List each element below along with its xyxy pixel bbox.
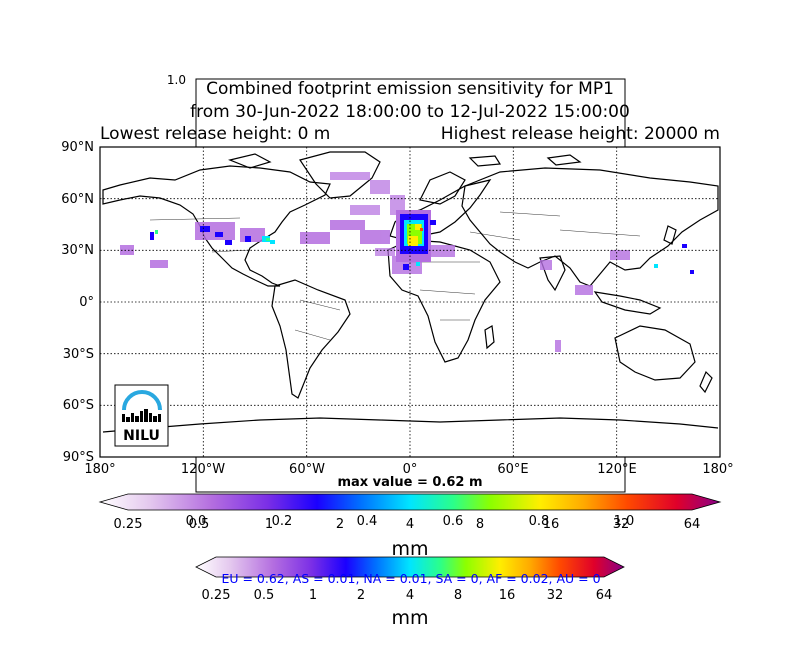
colorbar-tick: 8 [454, 588, 462, 603]
lat-label: 60°S [63, 398, 94, 413]
title-line-1: Combined footprint emission sensitivity … [206, 79, 614, 99]
second-colorbar-unit: mm [391, 607, 428, 629]
sensitivity-field [120, 172, 694, 352]
logo-skyline-icon [122, 409, 161, 422]
frac-tick: 0.4 [357, 514, 378, 529]
lat-label: 0° [79, 295, 94, 310]
lon-label: 180° [702, 462, 733, 477]
map-area [99, 146, 721, 458]
lowest-release-height: Lowest release height: 0 m [100, 124, 330, 144]
lon-label: 0° [403, 462, 418, 477]
map-frame [99, 146, 721, 458]
frac-tick: 0.6 [443, 514, 464, 529]
colorbar-tick: 2 [357, 588, 365, 603]
latitude-labels: 90°N 60°N 30°N 0° 30°S 60°S 90°S [61, 140, 94, 465]
frac-tick: 0.0 [186, 514, 207, 529]
colorbar-tick: 0.5 [254, 588, 275, 603]
main-colorbar [98, 493, 722, 511]
max-value-label: max value = 0.62 m [337, 475, 482, 490]
colorbar-tick: 0.5 [189, 517, 210, 532]
main-colorbar-unit: mm [391, 538, 428, 560]
colorbar-tick: 1 [309, 588, 317, 603]
lat-label: 30°N [61, 243, 94, 258]
colorbar-tick: 8 [476, 517, 484, 532]
lon-label: 60°E [497, 462, 528, 477]
lon-label: 120°W [181, 462, 225, 477]
background-axis-ticks: 0.0 0.2 0.4 0.6 0.8 1.0 [186, 514, 635, 529]
region-values: EU = 0.62, AS = 0.01, NA = 0.01, SA = 0,… [221, 571, 600, 586]
frac-tick: 1.0 [614, 514, 635, 529]
second-colorbar-ticks: 0.25 0.5 1 2 4 8 16 32 64 [202, 588, 613, 603]
frac-tick: 0.2 [272, 514, 293, 529]
colorbar-tick: 1 [265, 517, 273, 532]
colorbar-tick: 32 [547, 588, 564, 603]
colorbar-tick: 4 [406, 588, 414, 603]
colorbar-tick: 16 [499, 588, 516, 603]
colorbar-tick: 64 [684, 517, 701, 532]
colorbar-tick: 16 [543, 517, 560, 532]
longitude-labels: 180° 120°W 60°W 0° 60°E 120°E 180° [84, 462, 733, 477]
lat-label: 30°S [63, 347, 94, 362]
frac-tick: 0.8 [529, 514, 550, 529]
highest-release-height: Highest release height: 20000 m [441, 124, 720, 144]
country-borders [149, 211, 641, 341]
colorbar-tick: 32 [613, 517, 630, 532]
coastlines [102, 151, 719, 433]
colorbar-tick: 4 [406, 517, 414, 532]
stray-tick-label: 1.0 [167, 73, 186, 87]
lat-label: 90°N [61, 140, 94, 155]
colorbar-tick: 0.25 [202, 588, 231, 603]
lat-label: 60°N [61, 192, 94, 207]
colorbar-tick: 2 [336, 517, 344, 532]
colorbar-tick: 64 [596, 588, 613, 603]
logo-arc-icon [122, 390, 162, 411]
lon-label: 60°W [289, 462, 325, 477]
main-colorbar-ticks: 0.25 0.5 1 2 4 8 16 32 64 [114, 517, 701, 532]
title-line-2: from 30-Jun-2022 18:00:00 to 12-Jul-2022… [190, 102, 630, 122]
lat-label: 90°S [63, 450, 94, 465]
colorbar-tick: 0.25 [114, 517, 143, 532]
nilu-logo: NILU [114, 384, 169, 447]
second-colorbar [195, 556, 625, 578]
graticule [100, 147, 720, 457]
lon-label: 180° [84, 462, 115, 477]
logo-text: NILU [123, 428, 160, 444]
lon-label: 120°E [597, 462, 637, 477]
